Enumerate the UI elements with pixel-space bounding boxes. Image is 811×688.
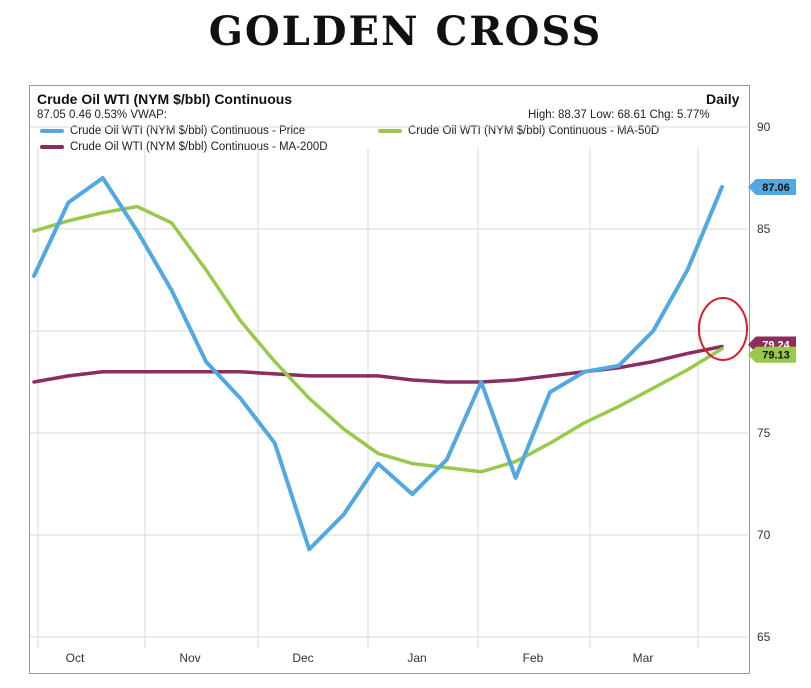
last-value-tag-ma50	[748, 346, 796, 363]
legend-price: Crude Oil WTI (NYM $/bbl) Continuous - P…	[40, 125, 305, 137]
period-label: Daily	[706, 91, 740, 107]
series-line-ma50	[32, 204, 724, 474]
last-value-tag-price	[748, 178, 796, 195]
legend-ma50-label: Crude Oil WTI (NYM $/bbl) Continuous - M…	[408, 125, 660, 137]
legend-price-swatch	[40, 129, 64, 133]
legend-ma50-swatch	[378, 129, 402, 133]
chart-frame	[29, 85, 750, 674]
legend-ma50: Crude Oil WTI (NYM $/bbl) Continuous - M…	[378, 125, 659, 137]
y-tick-label: 70	[757, 528, 771, 542]
x-tick-label: Jan	[407, 651, 426, 665]
last-value-label-ma50: 79.13	[762, 350, 790, 362]
y-tick-label: 75	[757, 426, 771, 440]
stats-line: High: 88.37 Low: 68.61 Chg: 5.77%	[528, 109, 710, 121]
x-tick-label: Dec	[292, 651, 313, 665]
quote-line: 87.05 0.46 0.53% VWAP:	[37, 109, 167, 121]
legend-price-label: Crude Oil WTI (NYM $/bbl) Continuous - P…	[70, 125, 306, 137]
legend-ma200: Crude Oil WTI (NYM $/bbl) Continuous - M…	[40, 141, 328, 153]
last-value-label-price: 87.06	[762, 182, 790, 194]
y-tick-label: 85	[757, 222, 771, 236]
series-line-price	[32, 176, 724, 552]
legend-ma200-label: Crude Oil WTI (NYM $/bbl) Continuous - M…	[70, 141, 328, 153]
x-tick-label: Nov	[179, 651, 200, 665]
x-tick-label: Oct	[66, 651, 85, 665]
chart-title: Crude Oil WTI (NYM $/bbl) Continuous	[37, 91, 293, 107]
y-tick-label: 65	[757, 630, 771, 644]
banner-title: GOLDEN CROSS	[208, 8, 603, 55]
x-tick-label: Mar	[633, 651, 654, 665]
x-tick-label: Feb	[523, 651, 544, 665]
highlight-circle	[698, 297, 748, 361]
y-tick-label: 90	[757, 120, 771, 134]
legend-ma200-swatch	[40, 145, 64, 149]
